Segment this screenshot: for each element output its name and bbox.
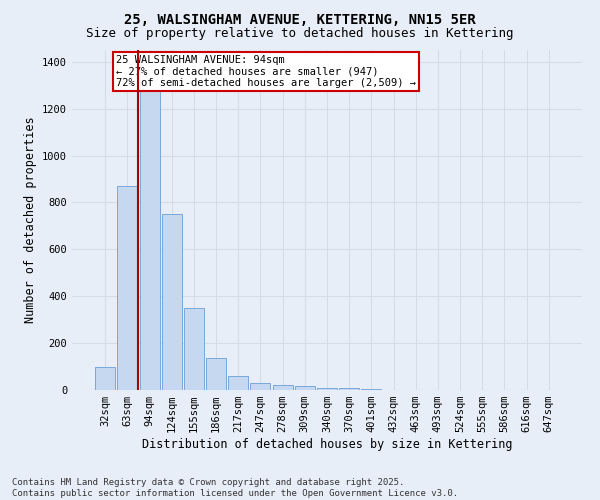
Bar <box>295 386 315 390</box>
Bar <box>118 186 137 390</box>
Bar <box>140 85 160 390</box>
Bar <box>272 386 293 390</box>
Bar <box>162 214 182 390</box>
Bar <box>339 388 359 390</box>
Bar <box>206 358 226 390</box>
Y-axis label: Number of detached properties: Number of detached properties <box>23 116 37 324</box>
Bar <box>250 383 271 390</box>
Bar <box>228 376 248 390</box>
X-axis label: Distribution of detached houses by size in Kettering: Distribution of detached houses by size … <box>142 438 512 451</box>
Text: Size of property relative to detached houses in Kettering: Size of property relative to detached ho… <box>86 28 514 40</box>
Bar <box>317 388 337 390</box>
Text: 25, WALSINGHAM AVENUE, KETTERING, NN15 5ER: 25, WALSINGHAM AVENUE, KETTERING, NN15 5… <box>124 12 476 26</box>
Text: 25 WALSINGHAM AVENUE: 94sqm
← 27% of detached houses are smaller (947)
72% of se: 25 WALSINGHAM AVENUE: 94sqm ← 27% of det… <box>116 54 416 88</box>
Text: Contains HM Land Registry data © Crown copyright and database right 2025.
Contai: Contains HM Land Registry data © Crown c… <box>12 478 458 498</box>
Bar <box>184 308 204 390</box>
Bar <box>95 366 115 390</box>
